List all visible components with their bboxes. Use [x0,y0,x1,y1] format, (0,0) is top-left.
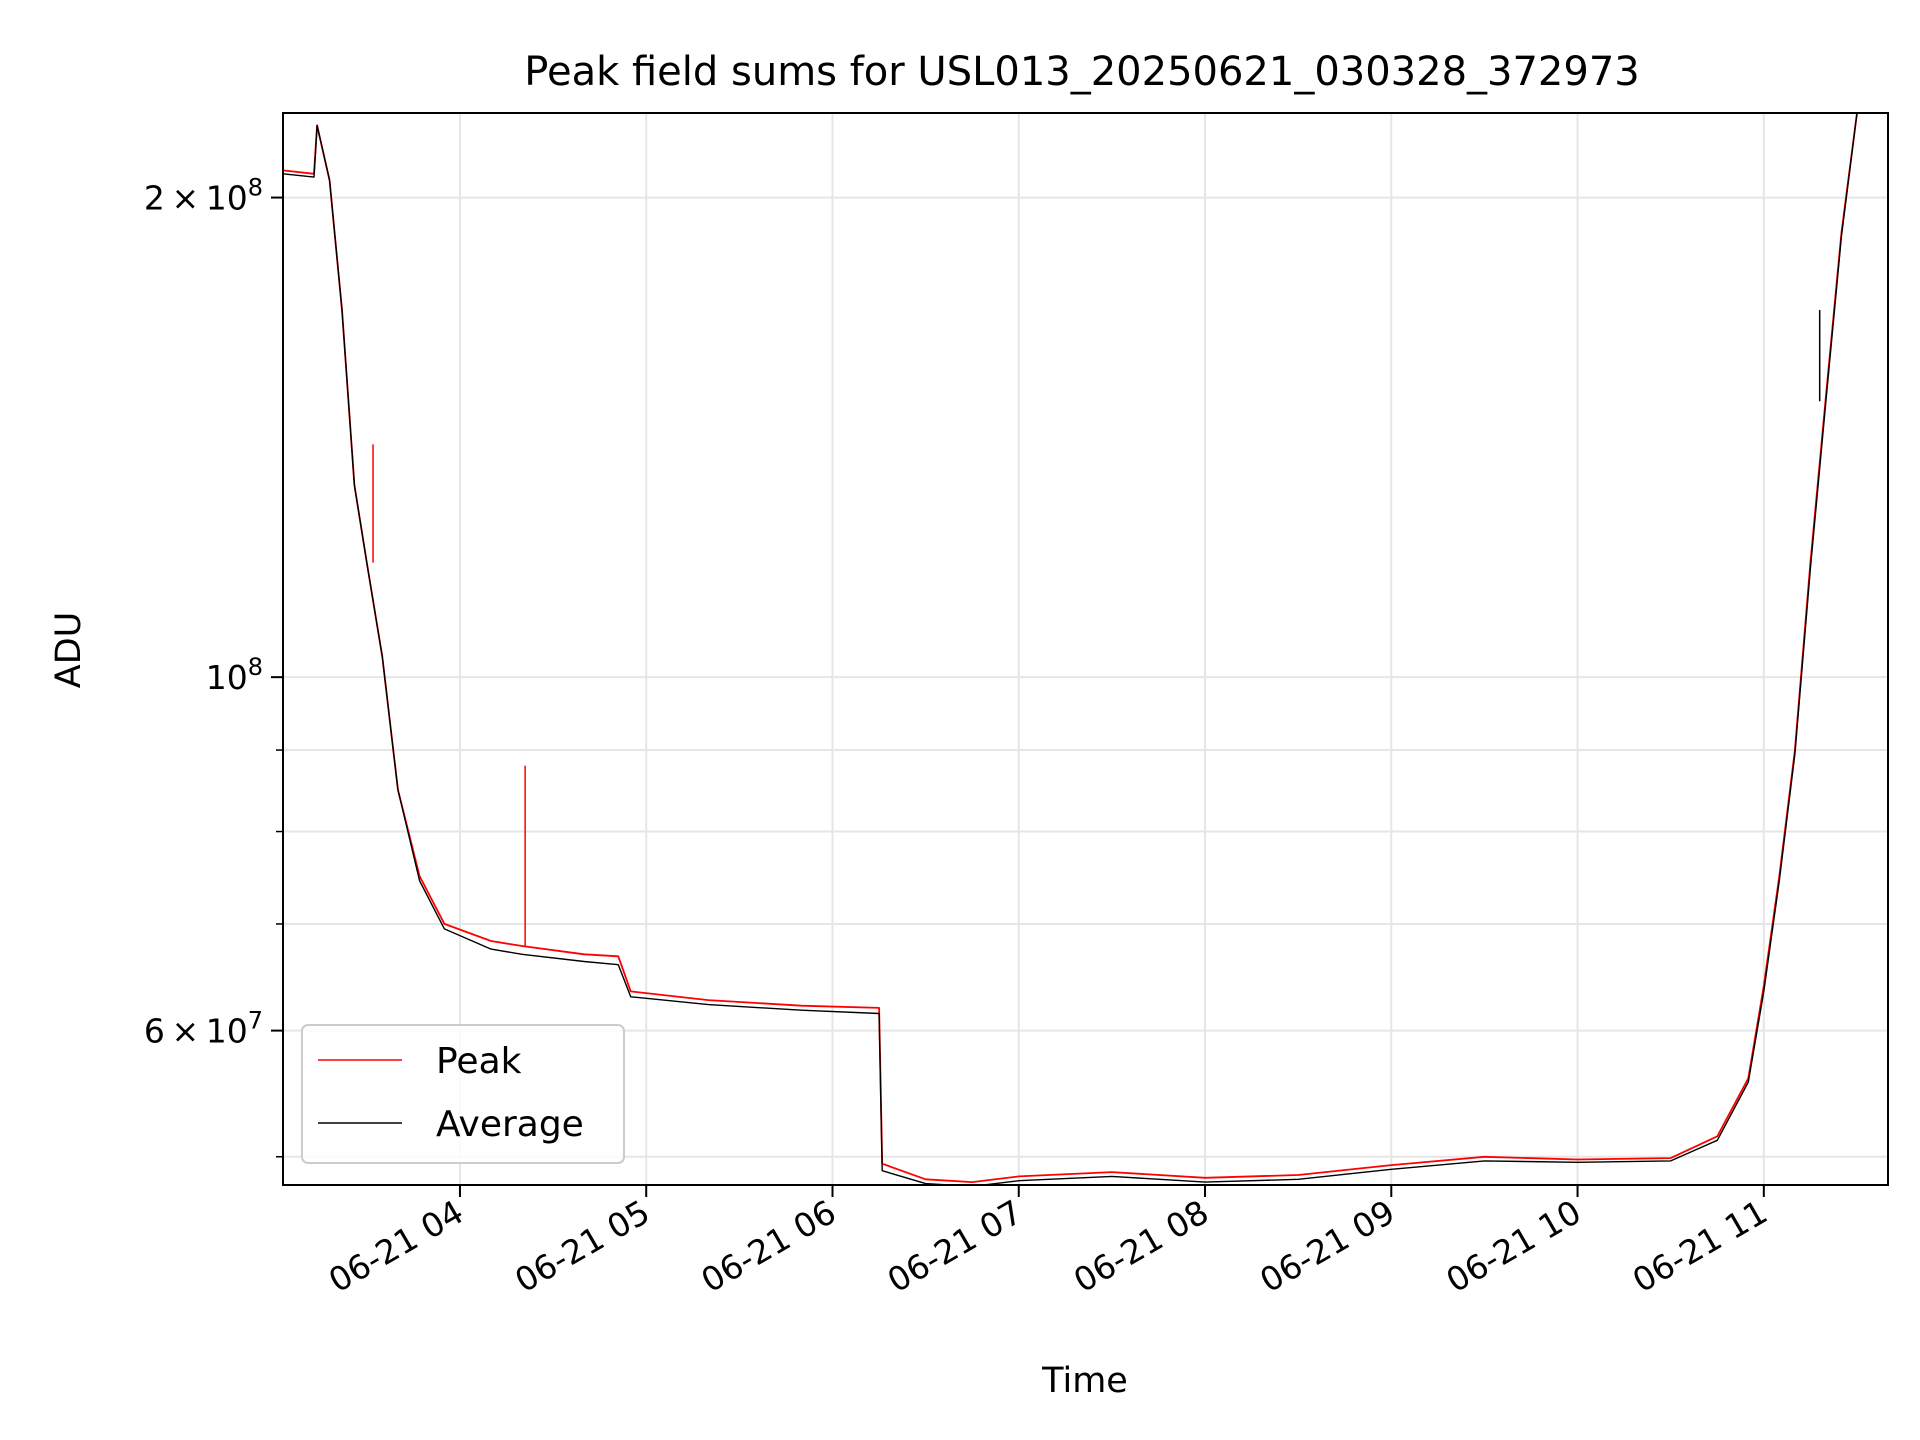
y-axis-label: ADU [49,612,89,689]
legend-label-average: Average [436,1104,584,1145]
series-layer [283,113,1858,1185]
plot-frame [282,112,1889,1186]
x-axis-label: Time [1041,1361,1128,1401]
legend-label-peak: Peak [436,1041,522,1082]
y-tick-label: 2 × 108 [144,174,263,218]
chart-title: Peak field sums for USL013_20250621_0303… [524,49,1639,95]
y-tick-label: 6 × 107 [144,1007,263,1051]
series-line-average [283,113,1858,1185]
legend: Peak Average [301,1024,625,1164]
